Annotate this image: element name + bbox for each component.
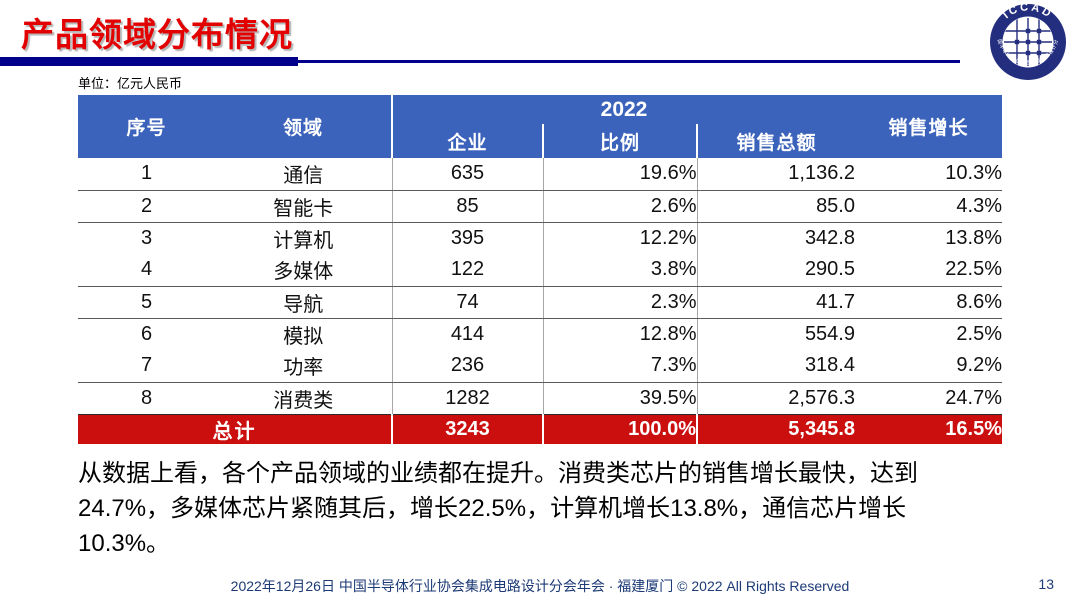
- total-growth: 16.5%: [855, 414, 1002, 444]
- cell-domain: 模拟: [283, 325, 324, 348]
- cell-domain: 通信: [215, 158, 392, 191]
- paragraph-line: 24.7%，多媒体芯片紧随其后，增长22.5%，计算机增长13.8%，通信芯片增…: [78, 495, 907, 522]
- table-body: 1 通信 635 19.6% 1,136.2 10.3% 2 智能卡 85 2.6% 85.0 4.3…: [78, 158, 1002, 415]
- footer-text: 2022年12月26日 中国半导体行业协会集成电路设计分会年会 · 福建厦门 ©…: [230, 578, 850, 594]
- cell-sales: 1,136.2: [696, 158, 855, 191]
- cell-growth: 24.7%: [855, 382, 1002, 415]
- cell-no: 2: [78, 190, 215, 223]
- total-companies: 3243: [391, 414, 543, 444]
- title-divider-line: [298, 60, 960, 63]
- col-header-growth: 销售增长: [855, 95, 1002, 158]
- cell-sales: 41.7: [696, 286, 855, 319]
- cell-growth: 10.3%: [855, 158, 1002, 191]
- cell-sales: 554.9: [696, 318, 855, 350]
- cell-no: 4: [78, 254, 215, 287]
- cell-ratio: 2.3%: [542, 286, 697, 319]
- cell-ratio: 2.6%: [542, 190, 697, 223]
- col-header-companies: 企业: [391, 124, 543, 158]
- cell-ratio: 12.8%: [542, 318, 697, 350]
- product-distribution-table: 序号 领域 2022 销售增长 企业 比例 销售总额 1 通信 635 19.6% 1,…: [78, 95, 1002, 444]
- cell-growth: 8.6%: [855, 286, 1002, 319]
- cell-no: 7: [78, 350, 215, 383]
- table-row: 3 计算机 395 12.2% 342.8 13.8%: [78, 222, 1002, 254]
- total-label: 总计: [78, 414, 392, 444]
- cell-ratio: 7.3%: [542, 350, 697, 383]
- cell-growth: 22.5%: [855, 254, 1002, 287]
- cell-domain: 消费类: [215, 382, 392, 415]
- cell-domain: 智能卡: [215, 190, 392, 223]
- unit-label: 单位：亿元人民币: [78, 76, 183, 91]
- cell-companies: 414: [391, 318, 543, 350]
- col-header-ratio: 比例: [542, 124, 697, 158]
- cell-companies: 395: [391, 222, 543, 254]
- cell-sales: 342.8: [696, 222, 855, 254]
- table-header: 序号 领域 2022 销售增长 企业 比例 销售总额: [78, 95, 1002, 158]
- cell-ratio: 19.6%: [542, 158, 697, 191]
- cell-domain: 计算机: [273, 229, 334, 252]
- cell-growth: 13.8%: [945, 226, 1002, 249]
- cell-growth: 2.5%: [956, 322, 1002, 345]
- cell-companies: 85: [391, 190, 543, 223]
- table-row: 4 多媒体 122 3.8% 290.5 22.5%: [78, 254, 1002, 287]
- cell-companies: 1282: [391, 382, 543, 415]
- col-header-sales: 销售总额: [696, 124, 855, 158]
- cell-ratio: 39.5%: [542, 382, 697, 415]
- cell-no: 6: [140, 322, 153, 345]
- page-number: 13: [1038, 576, 1054, 592]
- total-sales: 5,345.8: [696, 414, 855, 444]
- cell-companies: 236: [391, 350, 543, 383]
- cell-companies: 74: [391, 286, 543, 319]
- cell-domain: 功率: [215, 350, 392, 383]
- cell-sales: 2,576.3: [696, 382, 855, 415]
- cell-sales: 318.4: [696, 350, 855, 383]
- cell-no: 8: [78, 382, 215, 415]
- cell-sales: 85.0: [696, 190, 855, 223]
- cell-growth: 4.3%: [855, 190, 1002, 223]
- cell-no: 5: [78, 286, 215, 319]
- paragraph-line: 从数据上看，各个产品领域的业绩都在提升。消费类芯片的销售增长最快，达到: [78, 460, 918, 487]
- table-row: 6 模拟 414 12.8% 554.9 2.5%: [78, 318, 1002, 350]
- table-row: 1 通信 635 19.6% 1,136.2 10.3%: [78, 158, 1002, 191]
- table-row: 7 功率 236 7.3% 318.4 9.2%: [78, 350, 1002, 383]
- cell-domain: 多媒体: [215, 254, 392, 287]
- total-ratio: 100.0%: [542, 414, 697, 444]
- page-title: 产品领域分布情况: [21, 16, 293, 53]
- cell-growth: 9.2%: [855, 350, 1002, 383]
- total-row: 总计 3243 100.0% 5,345.8 16.5%: [78, 414, 1002, 444]
- analysis-paragraph: 从数据上看，各个产品领域的业绩都在提升。消费类芯片的销售增长最快，达到 24.7…: [78, 456, 1028, 561]
- cell-ratio: 12.2%: [542, 222, 697, 254]
- table-row: 2 智能卡 85 2.6% 85.0 4.3%: [78, 190, 1002, 223]
- paragraph-line: 10.3%。: [78, 530, 171, 557]
- col-header-no: 序号: [78, 95, 215, 158]
- title-divider-bar: [0, 57, 298, 66]
- col-header-domain: 领域: [215, 95, 392, 158]
- cell-companies: 122: [391, 254, 543, 287]
- cell-no: 3: [140, 226, 153, 249]
- table-row: 5 导航 74 2.3% 41.7 8.6%: [78, 286, 1002, 319]
- iccad-logo-icon: ICCAD 中国半导体行业协会集成电路设计分会: [990, 2, 1066, 80]
- cell-ratio: 3.8%: [542, 254, 697, 287]
- cell-sales: 290.5: [696, 254, 855, 287]
- cell-no: 1: [78, 158, 215, 191]
- table-row: 8 消费类 1282 39.5% 2,576.3 24.7%: [78, 382, 1002, 415]
- col-header-year-group: 2022: [391, 95, 855, 124]
- cell-companies: 635: [391, 158, 543, 191]
- cell-domain: 导航: [215, 286, 392, 319]
